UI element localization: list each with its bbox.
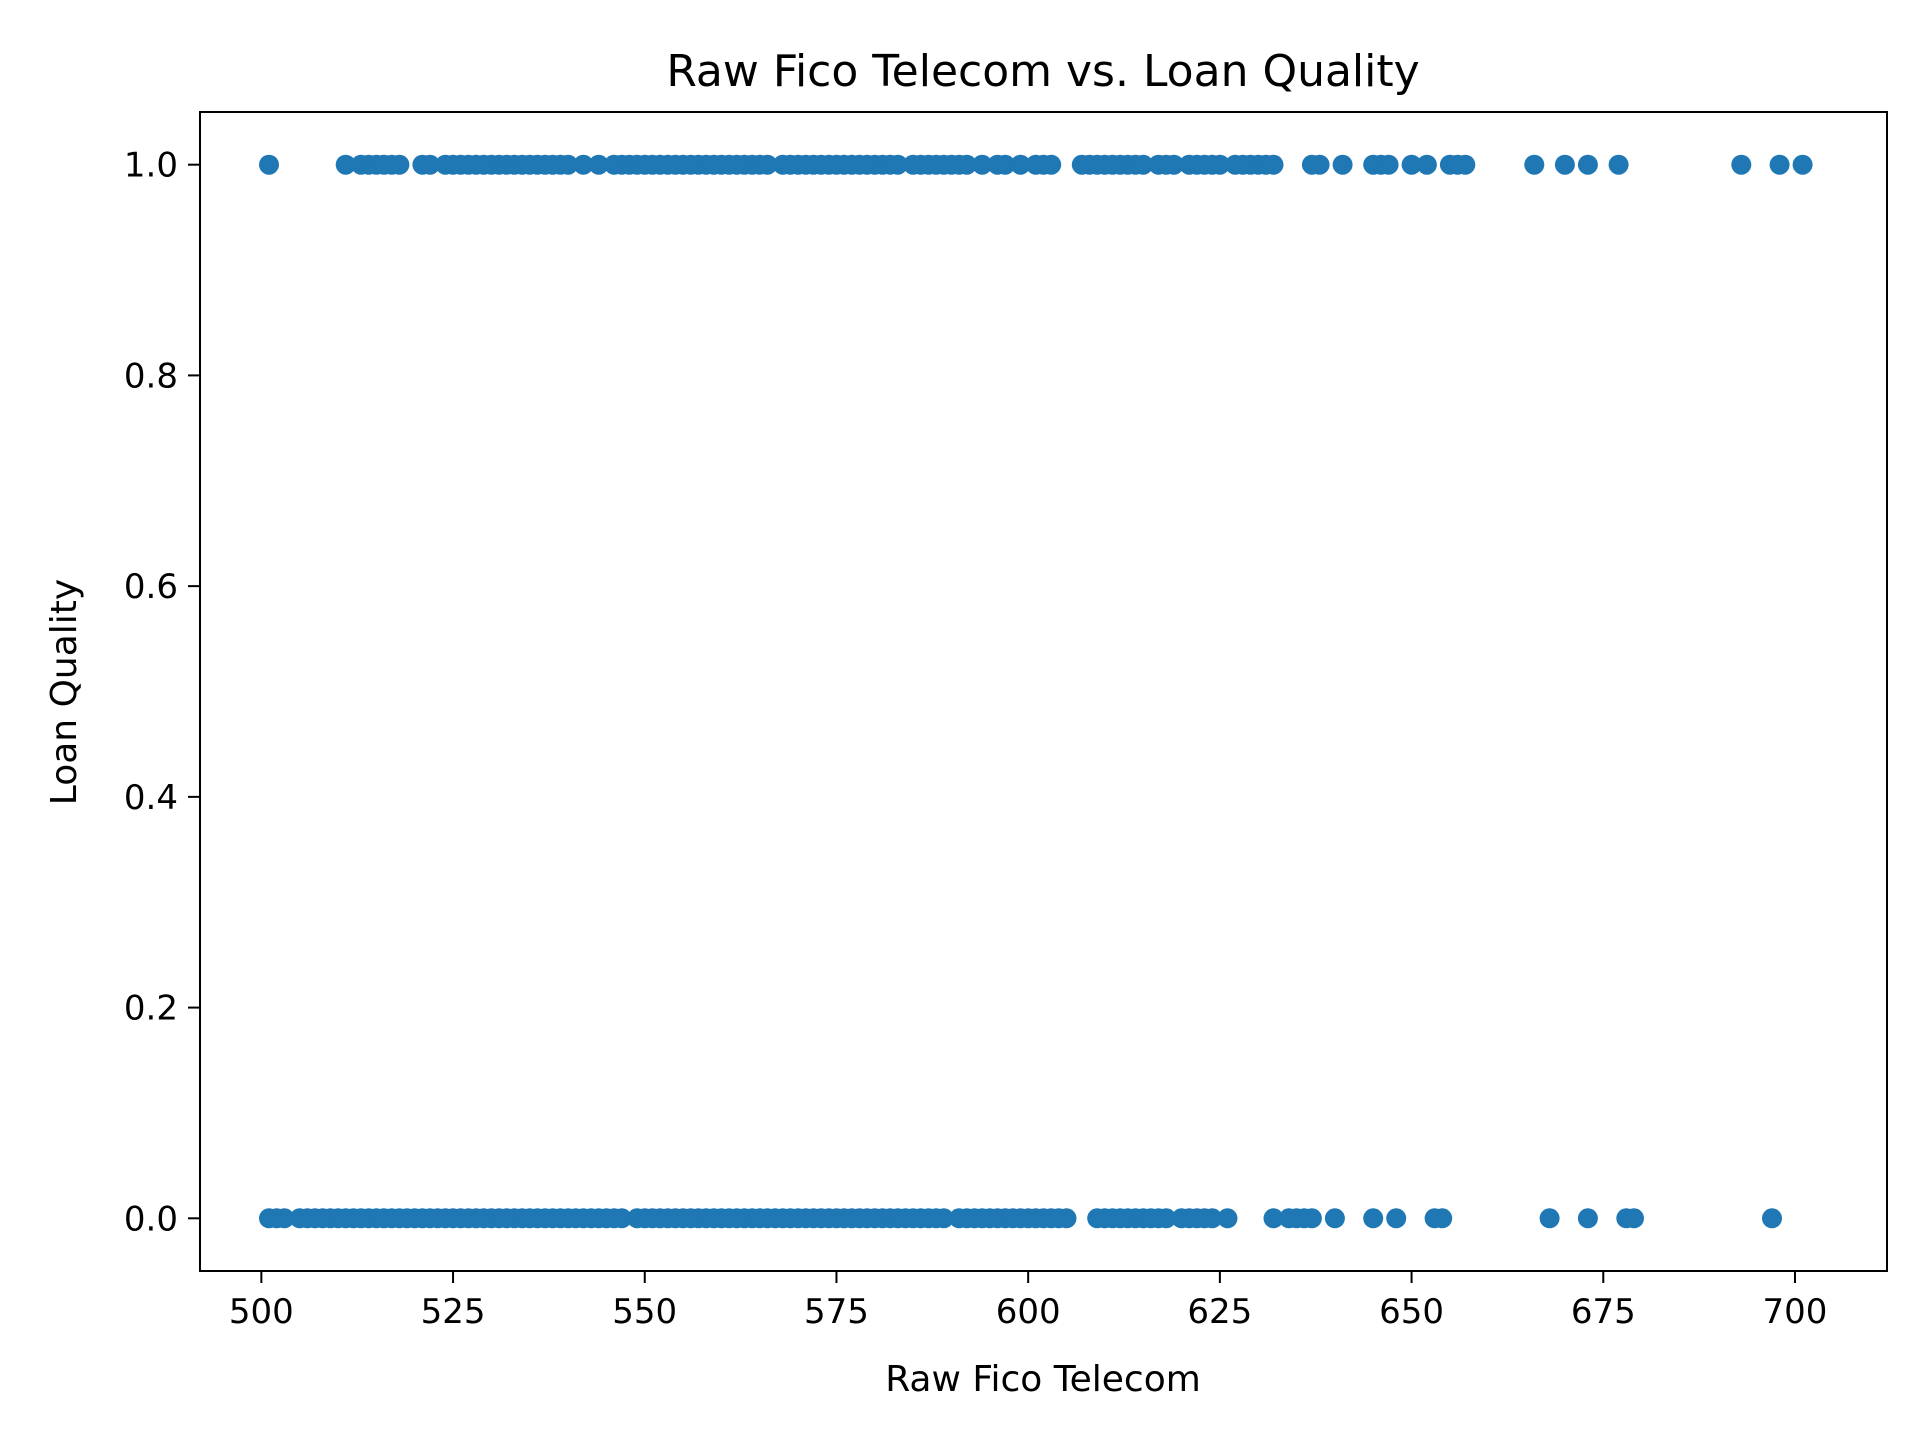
data-point <box>1263 154 1284 175</box>
data-point <box>1332 154 1353 175</box>
y-axis-label: Loan Quality <box>44 579 85 805</box>
data-point <box>1386 1208 1407 1229</box>
data-point <box>1156 1208 1177 1229</box>
y-tick-label: 0.0 <box>124 1199 178 1239</box>
data-point <box>1608 154 1629 175</box>
y-axis-ticks: 0.0 0.2 0.4 0.6 0.8 1.0 <box>124 146 200 1239</box>
data-point <box>1762 1208 1782 1229</box>
data-point <box>1624 1208 1644 1229</box>
y-tick-label: 0.2 <box>124 989 178 1029</box>
data-point <box>1416 154 1437 175</box>
data-point <box>1731 154 1752 175</box>
data-point <box>389 154 410 175</box>
data-point <box>1202 1208 1223 1229</box>
data-point <box>972 154 993 175</box>
data-points <box>259 154 1813 1229</box>
data-point <box>1217 1208 1238 1229</box>
data-point <box>611 1208 632 1229</box>
data-point <box>1539 1208 1560 1229</box>
data-point <box>1010 154 1031 175</box>
data-point <box>259 154 279 175</box>
data-point <box>558 154 579 175</box>
data-point <box>1209 154 1230 175</box>
x-tick-label: 625 <box>1187 1292 1252 1332</box>
data-point <box>1309 154 1330 175</box>
data-point <box>1792 154 1813 175</box>
data-point <box>1363 1208 1384 1229</box>
data-point <box>1401 154 1422 175</box>
y-tick-label: 1.0 <box>124 146 178 186</box>
data-point <box>1769 154 1790 175</box>
data-point <box>1577 154 1598 175</box>
y-tick-label: 0.4 <box>124 778 178 818</box>
data-point <box>1301 1208 1322 1229</box>
data-point <box>956 154 977 175</box>
data-point <box>1263 1208 1284 1229</box>
y-tick-label: 0.8 <box>124 356 178 396</box>
data-point <box>1432 1208 1453 1229</box>
data-point <box>1524 154 1545 175</box>
x-tick-label: 500 <box>229 1292 294 1332</box>
data-point <box>588 154 609 175</box>
data-point <box>757 154 778 175</box>
data-point <box>335 154 356 175</box>
plot-frame <box>199 111 1888 1272</box>
data-point <box>573 154 594 175</box>
x-axis-label: Raw Fico Telecom <box>885 1359 1201 1400</box>
data-point <box>887 154 908 175</box>
x-tick-label: 600 <box>996 1292 1061 1332</box>
data-point <box>1455 154 1476 175</box>
data-point <box>1056 1208 1077 1229</box>
data-point <box>1554 154 1575 175</box>
x-tick-label: 550 <box>612 1292 677 1332</box>
data-point <box>1577 1208 1598 1229</box>
data-point <box>1163 154 1184 175</box>
x-tick-label: 525 <box>421 1292 486 1332</box>
data-point <box>274 1208 295 1229</box>
x-tick-label: 700 <box>1763 1292 1828 1332</box>
x-tick-label: 650 <box>1379 1292 1444 1332</box>
data-point <box>1378 154 1399 175</box>
data-point <box>1324 1208 1345 1229</box>
data-point <box>420 154 440 175</box>
data-point <box>1133 154 1154 175</box>
x-tick-label: 575 <box>804 1292 869 1332</box>
data-point <box>933 1208 954 1229</box>
x-tick-label: 675 <box>1571 1292 1636 1332</box>
data-point <box>995 154 1016 175</box>
y-tick-label: 0.6 <box>124 567 178 607</box>
x-axis-ticks: 500 525 550 575 600 625 650 675 700 <box>229 1271 1828 1332</box>
data-point <box>1041 154 1062 175</box>
chart-title: Raw Fico Telecom vs. Loan Quality <box>666 46 1419 97</box>
